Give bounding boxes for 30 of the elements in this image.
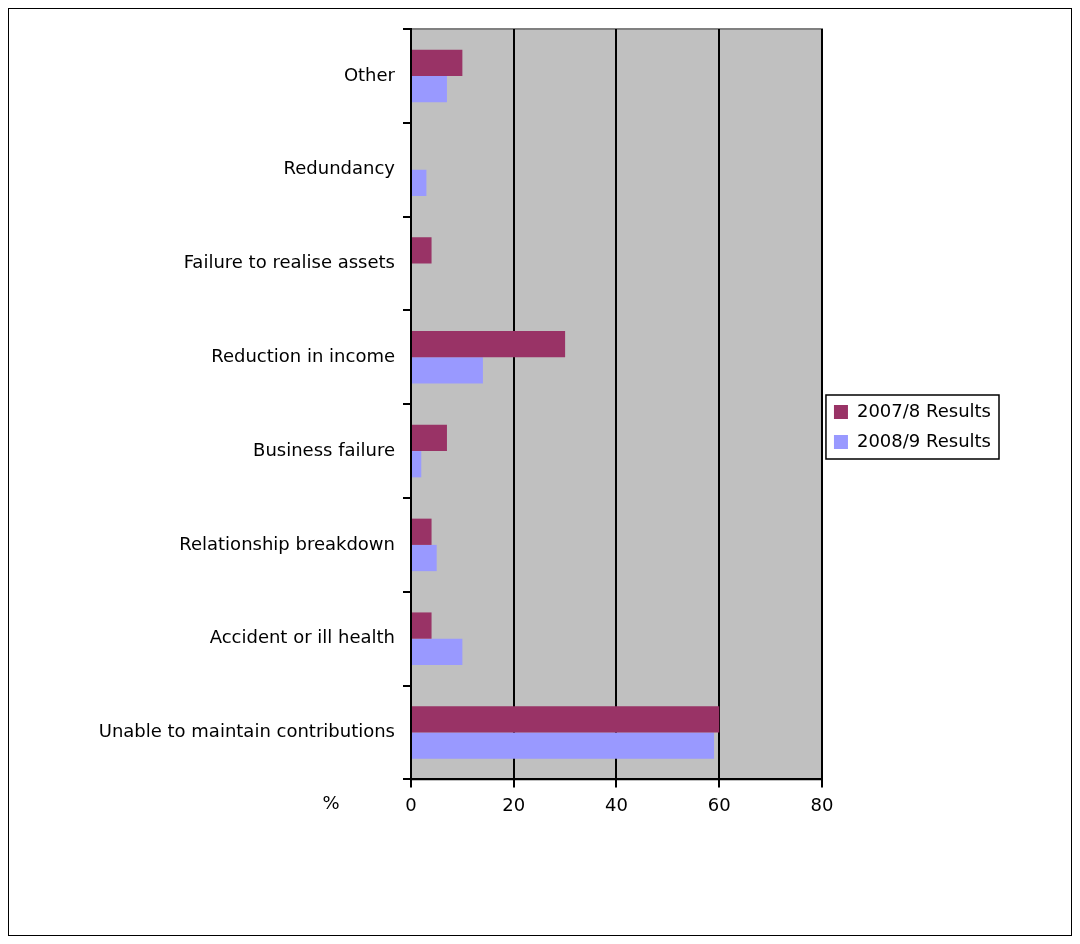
x-tick-label: 0 xyxy=(405,793,417,815)
y-tick-label: Redundancy xyxy=(283,157,396,179)
y-tick-label: Relationship breakdown xyxy=(179,532,395,554)
bar xyxy=(412,638,463,665)
bar xyxy=(412,75,447,103)
y-tick-label: Reduction in income xyxy=(211,344,395,366)
y-tick-label: Accident or ill health xyxy=(209,626,395,648)
bar xyxy=(412,331,566,358)
x-tick-label: 60 xyxy=(707,793,731,815)
bar xyxy=(412,424,447,452)
bar xyxy=(412,706,720,733)
x-tick-label: 80 xyxy=(810,793,834,815)
y-tick-label: Failure to realise assets xyxy=(183,251,395,273)
legend-label: 2007/8 Results xyxy=(856,399,991,421)
bar xyxy=(412,237,432,264)
bar xyxy=(412,49,463,76)
x-tick-label: 40 xyxy=(605,793,628,815)
bar xyxy=(412,612,432,639)
bar xyxy=(412,357,483,384)
legend-label: 2008/9 Results xyxy=(856,429,991,451)
y-tick-label: Other xyxy=(343,63,396,85)
x-axis-title: % xyxy=(322,792,340,814)
bar xyxy=(412,518,432,545)
bar xyxy=(412,544,437,572)
bar xyxy=(412,451,422,478)
x-tick-label: 20 xyxy=(502,793,526,815)
y-tick-label: Business failure xyxy=(253,438,395,460)
y-tick-label: Unable to maintain contributions xyxy=(98,720,395,742)
bar xyxy=(412,169,427,196)
bar xyxy=(412,732,715,759)
